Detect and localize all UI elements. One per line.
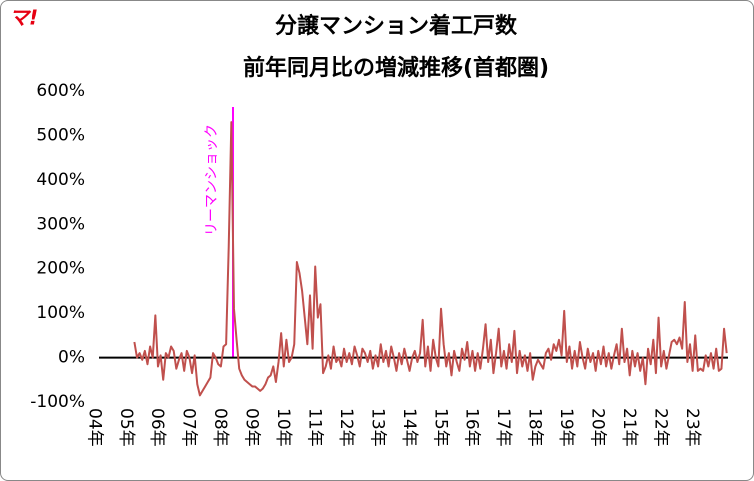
x-tick-label: 09年: [242, 408, 262, 447]
x-tick-label: 22年: [650, 408, 670, 447]
annotation: リーマンショック: [204, 124, 220, 236]
y-tick-label: 200%: [36, 259, 85, 279]
y-tick-label: 500%: [36, 125, 85, 145]
x-tick-label: 21年: [619, 408, 639, 447]
x-tick-label: 05年: [116, 408, 136, 447]
x-tick-label: 13年: [367, 408, 387, 447]
series-line: [133, 121, 728, 397]
x-tick-label: 15年: [430, 408, 450, 447]
x-tick-label: 14年: [399, 408, 419, 447]
chart-title: 分譲マンション着工戸数: [275, 13, 518, 39]
y-tick-label: 600%: [36, 81, 85, 101]
logo: マ!: [9, 6, 38, 30]
x-tick-label: 19年: [556, 408, 576, 447]
x-tick-label: 08年: [210, 408, 230, 447]
x-tick-label: 17年: [493, 408, 513, 447]
x-tick-label: 23年: [682, 408, 702, 447]
x-tick-label: 10年: [273, 408, 293, 447]
y-tick-label: 100%: [36, 303, 85, 323]
x-tick-label: 12年: [336, 408, 356, 447]
y-tick-label: 0%: [58, 348, 85, 368]
y-tick-label: 400%: [36, 170, 85, 190]
x-tick-label: 04年: [84, 408, 104, 447]
x-tick-label: 18年: [525, 408, 545, 447]
x-tick-label: 11年: [304, 408, 324, 447]
chart-subtitle: 前年同月比の増減推移(首都圏): [243, 55, 549, 81]
x-tick-label: 06年: [147, 408, 167, 447]
x-tick-label: 16年: [462, 408, 482, 447]
x-tick-label: 07年: [179, 408, 199, 447]
x-tick-label: 20年: [588, 408, 608, 447]
y-tick-label: 300%: [36, 214, 85, 234]
y-tick-label: -100%: [30, 392, 85, 412]
